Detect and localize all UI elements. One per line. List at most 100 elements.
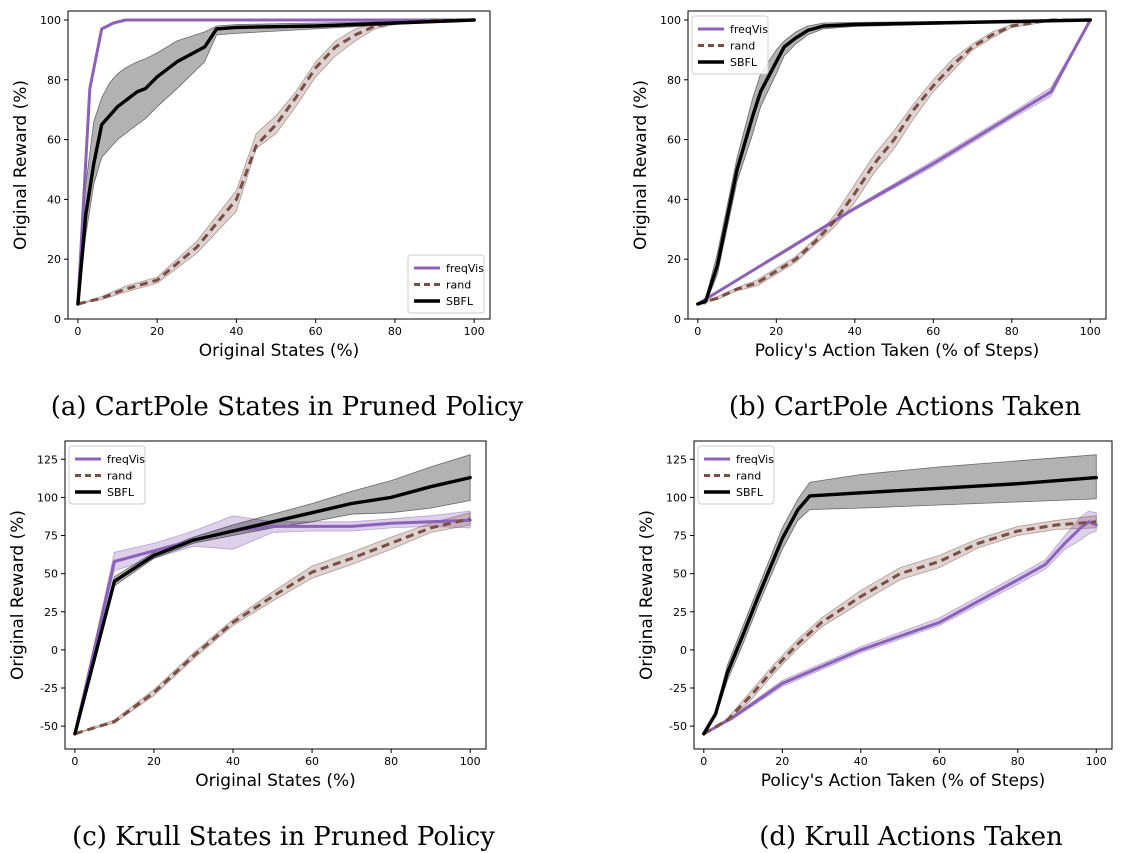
series-line-rand [703,520,1097,736]
x-tick-label: 80 [384,755,398,768]
x-tick-label: 40 [854,755,868,768]
legend-label-freqVis: freqVis [107,453,145,466]
series-line-freqVis [76,18,476,306]
x-axis-label: Original States (%) [195,771,356,791]
chart-panel-2: 0 20 40 60 80 100 -50 -25 0 25 50 75 100 125 Original … [8,440,495,852]
y-tick-label: 20 [667,253,681,266]
y-tick-label: 75 [673,530,687,543]
x-tick-label: 40 [848,325,862,338]
legend-label-freqVis: freqVis [730,23,768,36]
x-tick-label: 80 [388,325,402,338]
y-axis-label: Original Reward (%) [637,510,657,680]
series-line-SBFL [702,475,1099,736]
x-tick-label: 80 [1005,325,1019,338]
legend-label-SBFL: SBFL [730,56,758,69]
y-tick-label: -50 [669,720,687,733]
panel-caption: (a) CartPole States in Pruned Policy [51,392,524,422]
x-tick-label: 0 [74,325,81,338]
x-tick-label: 80 [1011,755,1025,768]
y-tick-label: 100 [37,491,58,504]
x-axis-label: Original States (%) [199,341,360,361]
y-tick-label: 40 [47,193,61,206]
x-tick-label: 100 [464,325,485,338]
series-line-freqVis [696,18,1092,306]
x-tick-label: 60 [932,755,946,768]
y-tick-label: 80 [47,74,61,87]
y-tick-label: 25 [44,606,58,619]
y-tick-label: -25 [669,682,687,695]
chart-panel-3: 0 20 40 60 80 100 -50 -25 0 25 50 75 100 125 Policy's … [637,440,1113,852]
legend: freqVis rand SBFL [697,445,775,505]
series-line-freqVis [73,518,472,736]
y-tick-label: 25 [673,606,687,619]
chart-panel-1: 0 20 40 60 80 100 0 20 40 60 80 100 Policy's Action … [631,10,1107,422]
y-tick-label: 20 [47,253,61,266]
chart-panel-0: 0 20 40 60 80 100 0 20 40 60 80 100 Original States … [11,10,524,422]
series-line-SBFL [76,18,476,306]
y-tick-label: 0 [680,644,687,657]
y-tick-label: 60 [47,134,61,147]
x-tick-label: 0 [694,325,701,338]
x-tick-label: 40 [226,755,240,768]
y-axis-label: Original Reward (%) [11,80,31,250]
panel-caption: (d) Krull Actions Taken [759,822,1063,852]
axes-frame [693,440,1113,750]
band-rand [74,512,471,735]
y-tick-label: 100 [40,14,61,27]
y-tick-label: 60 [667,134,681,147]
legend: freqVis rand SBFL [407,254,485,314]
x-tick-label: 60 [305,755,319,768]
y-tick-label: 40 [667,193,681,206]
panel-caption: (b) CartPole Actions Taken [729,392,1082,422]
y-tick-label: 125 [37,453,58,466]
x-tick-label: 20 [775,755,789,768]
x-tick-label: 100 [1086,755,1107,768]
band-rand [703,515,1097,735]
y-tick-label: 50 [44,568,58,581]
legend-label-rand: rand [730,40,755,53]
x-axis-label: Policy's Action Taken (% of Steps) [755,341,1040,361]
axes-frame [687,10,1107,320]
axes-frame [67,10,491,320]
band-freqVis [703,510,1097,735]
legend-label-freqVis: freqVis [446,262,484,275]
x-tick-label: 60 [926,325,940,338]
series-line-freqVis [702,520,1098,736]
y-tick-label: 75 [44,530,58,543]
y-axis-label: Original Reward (%) [8,510,28,680]
legend-label-SBFL: SBFL [107,486,135,499]
legend-label-rand: rand [736,470,761,483]
band-rand [77,19,475,305]
series-line-SBFL [696,18,1093,306]
x-tick-label: 40 [229,325,243,338]
y-tick-label: 0 [51,644,58,657]
legend: freqVis rand SBFL [68,445,146,505]
legend-label-SBFL: SBFL [736,486,764,499]
y-tick-label: 100 [660,14,681,27]
panel-caption: (c) Krull States in Pruned Policy [72,822,495,852]
y-tick-label: 50 [673,568,687,581]
y-tick-label: 125 [666,453,687,466]
axes-frame [64,440,487,750]
y-tick-label: 0 [54,313,61,326]
y-tick-label: -25 [40,682,58,695]
x-tick-label: 20 [150,325,164,338]
legend-label-SBFL: SBFL [446,295,474,308]
x-tick-label: 20 [769,325,783,338]
y-tick-label: 80 [667,74,681,87]
legend: freqVis rand SBFL [691,15,769,75]
y-tick-label: -50 [40,720,58,733]
legend-label-rand: rand [107,470,132,483]
series-line-SBFL [73,475,472,736]
x-tick-label: 20 [147,755,161,768]
band-rand [697,19,1091,305]
x-tick-label: 0 [71,755,78,768]
x-tick-label: 100 [1080,325,1101,338]
x-axis-label: Policy's Action Taken (% of Steps) [761,771,1046,791]
series-line-rand [697,18,1091,306]
legend-label-freqVis: freqVis [736,453,774,466]
band-freqVis [74,510,471,734]
x-tick-label: 60 [309,325,323,338]
y-axis-label: Original Reward (%) [631,80,651,250]
